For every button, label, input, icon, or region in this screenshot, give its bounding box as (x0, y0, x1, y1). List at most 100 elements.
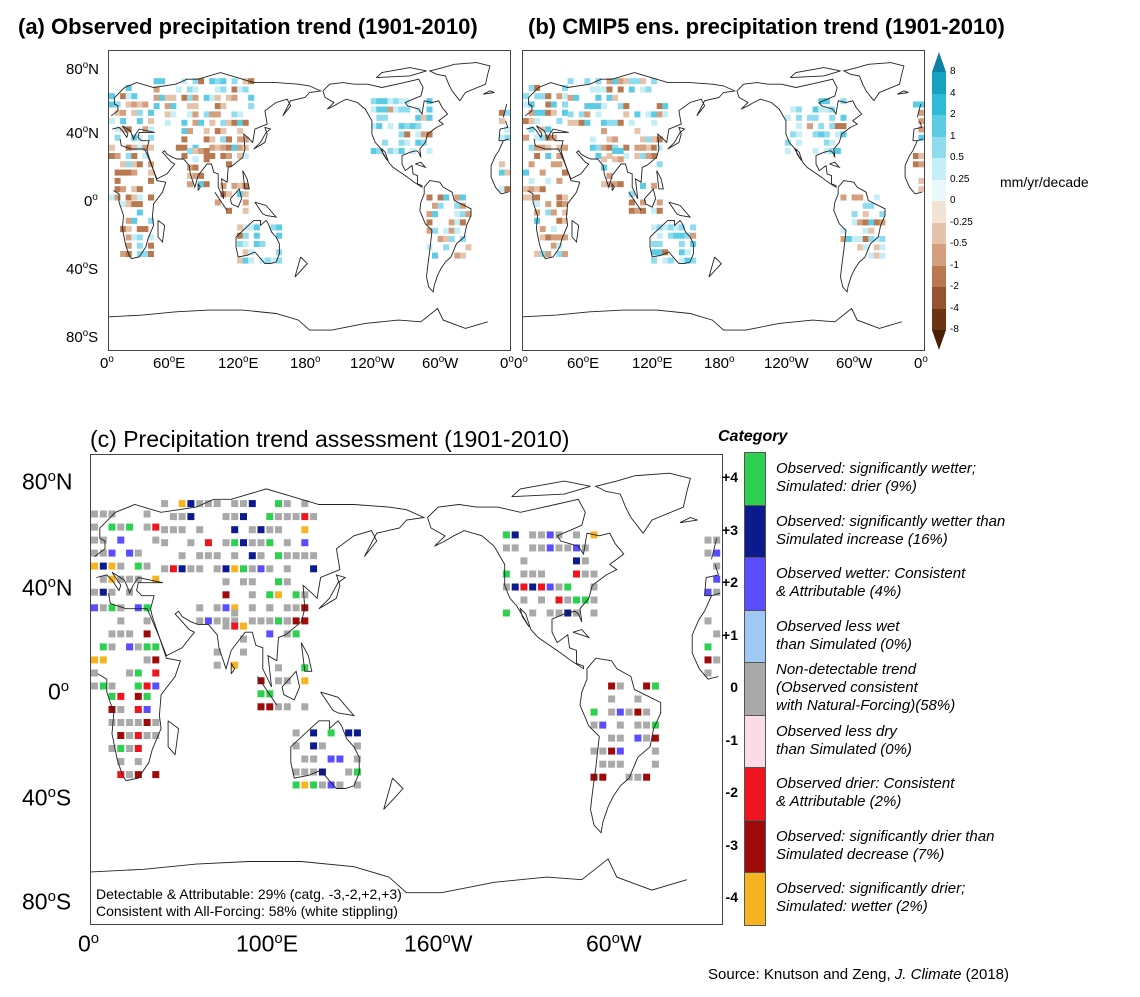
grid-cell (595, 111, 602, 118)
category-number: +2 (722, 574, 738, 591)
grid-cell (398, 148, 405, 154)
grid-cell (529, 583, 537, 591)
grid-cell (595, 94, 602, 101)
grid-cell (143, 706, 151, 713)
grid-cell (99, 604, 107, 612)
grid-cell (918, 153, 924, 159)
grid-cell (643, 721, 651, 729)
grid-cell (153, 103, 160, 110)
grid-cell (868, 227, 875, 234)
grid-cell (651, 257, 658, 264)
grid-cell (545, 177, 552, 184)
grid-cell (198, 119, 205, 126)
grid-cell (520, 557, 528, 565)
grid-cell (573, 557, 580, 565)
grid-cell (213, 617, 221, 625)
grid-cell (818, 98, 825, 105)
grid-cell (266, 690, 274, 698)
grid-cell (242, 182, 249, 189)
grid-cell (187, 513, 195, 521)
grid-cell (91, 549, 98, 557)
grid-cell (795, 106, 802, 113)
grid-cell (196, 617, 204, 625)
grid-cell (704, 536, 712, 544)
grid-cell (387, 106, 394, 113)
grid-cell (393, 106, 399, 113)
grid-cell (220, 182, 227, 189)
grid-cell (231, 119, 238, 126)
grid-cell (556, 93, 563, 100)
colorbar-arrows (932, 52, 946, 350)
grid-cell (640, 153, 646, 159)
grid-cell (198, 148, 205, 154)
grid-cell (459, 211, 466, 218)
grid-cell (523, 118, 529, 125)
grid-cell (91, 656, 98, 664)
grid-cell (164, 119, 171, 126)
grid-cell (556, 234, 563, 241)
grid-cell (678, 241, 685, 247)
grid-cell (834, 148, 841, 154)
grid-cell (555, 583, 563, 591)
grid-cell (266, 526, 274, 534)
colorbar-segment (932, 308, 946, 330)
colorbar-tick-label: 1 (950, 130, 956, 142)
grid-cell (546, 583, 554, 591)
island-coastline (197, 182, 201, 191)
grid-cell (502, 531, 510, 539)
grid-cell (292, 617, 300, 625)
grid-cell (136, 194, 143, 201)
island-coastline (230, 661, 236, 675)
grid-cell (134, 692, 142, 700)
grid-cell (131, 169, 138, 176)
antarctica-coastline (91, 858, 688, 894)
grid-cell (528, 84, 535, 91)
grid-cell (662, 224, 669, 231)
category-swatch (744, 609, 766, 663)
grid-cell (142, 101, 149, 108)
lon-label: 0o (500, 354, 514, 372)
category-number: +3 (722, 521, 738, 538)
grid-cell (651, 682, 659, 690)
grid-cell (345, 729, 353, 737)
category-line: Simulated: wetter (2%) (776, 898, 928, 916)
island-coastline (679, 517, 698, 524)
grid-cell (534, 209, 541, 216)
source-citation: Source: Knutson and Zeng, J. Climate (20… (708, 966, 1009, 983)
island-coastline (376, 67, 427, 79)
island-coastline (214, 191, 228, 211)
grid-cell (704, 617, 712, 625)
grid-cell (152, 669, 160, 677)
colorbar-tick-label: 0.5 (950, 152, 964, 163)
grid-cell (595, 144, 602, 151)
grid-cell (539, 134, 546, 141)
grid-cell (231, 539, 239, 547)
grid-cell (203, 136, 210, 143)
grid-cell (143, 643, 151, 651)
grid-cell (143, 692, 151, 700)
grid-cell (248, 224, 255, 231)
grid-cell (148, 242, 154, 249)
category-line: Simulated decrease (7%) (776, 845, 945, 863)
grid-cell (152, 523, 160, 531)
grid-cell (99, 656, 107, 664)
grid-cell (143, 523, 151, 531)
source-suffix: (2018) (961, 966, 1010, 983)
grid-cell (599, 747, 607, 755)
grid-cell (152, 656, 160, 664)
grid-cell (502, 570, 510, 578)
grid-cell (266, 539, 274, 547)
grid-cell (595, 78, 602, 85)
grid-cell (301, 755, 309, 763)
grid-cell (187, 128, 193, 135)
grid-cell (120, 226, 127, 233)
grid-cell (143, 604, 151, 612)
grid-cell (617, 78, 624, 85)
grid-cell (589, 136, 596, 143)
grid-cell (426, 211, 433, 218)
grid-cell (283, 578, 291, 586)
grid-cell (415, 139, 422, 146)
grid-cell (301, 526, 309, 534)
grid-cell (415, 114, 422, 121)
grid-cell (404, 131, 411, 138)
